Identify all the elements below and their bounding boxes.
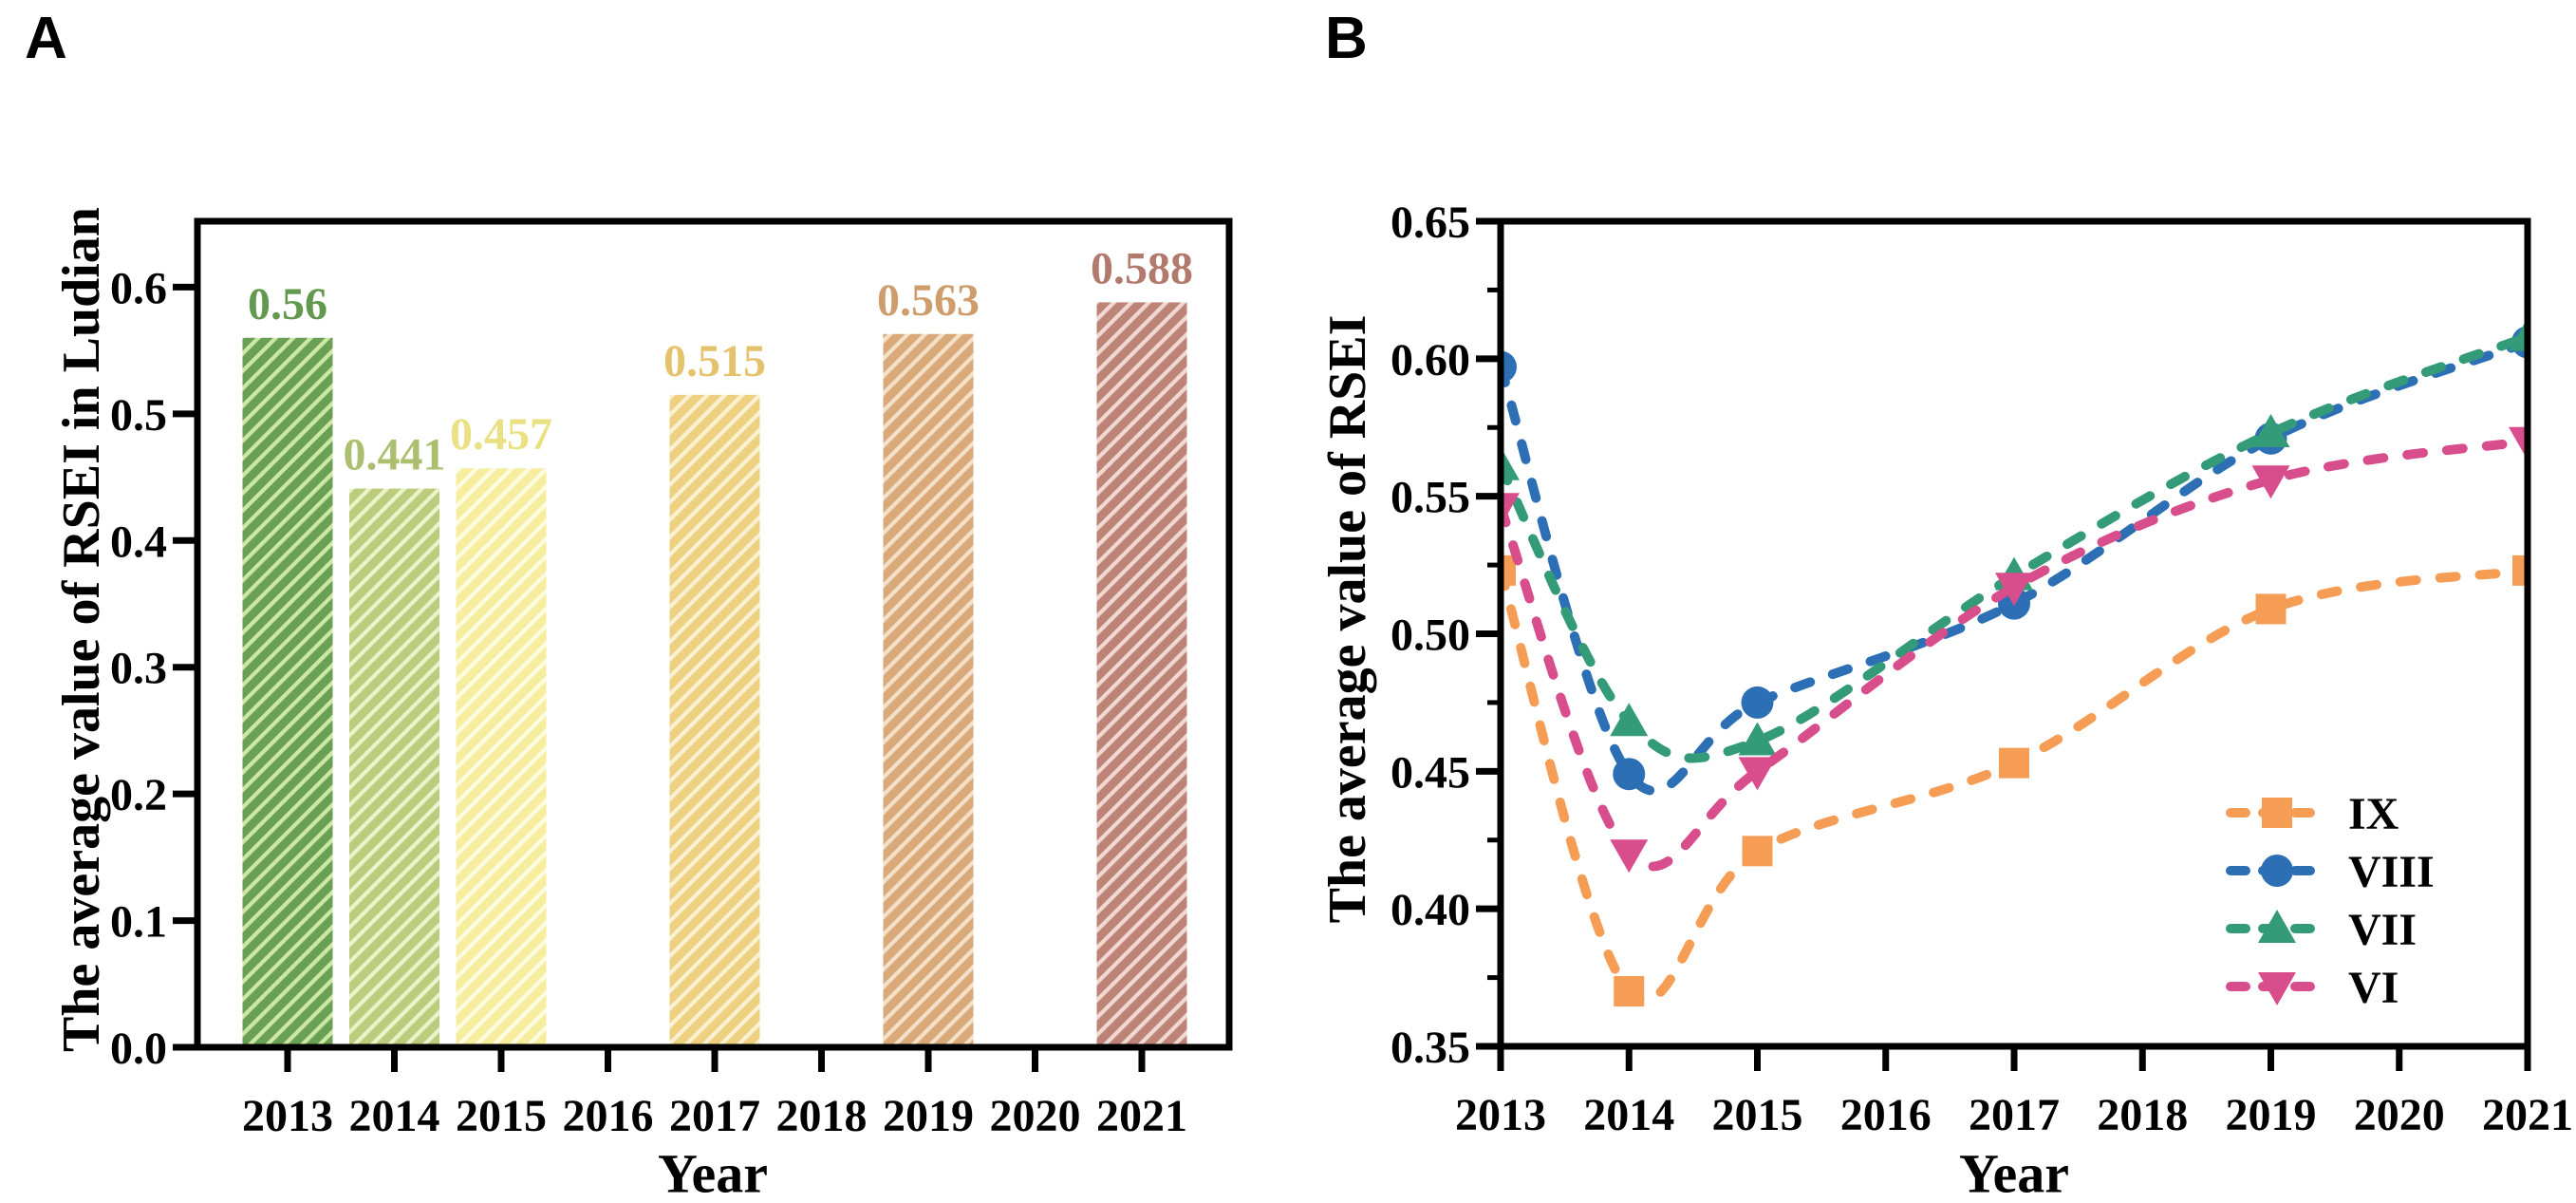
legend-marker-VIII	[2261, 855, 2293, 887]
x-tick-label-a: 2017	[669, 1091, 760, 1141]
marker-IX-2021	[2512, 555, 2528, 586]
marker-VIII-2013	[1501, 350, 1517, 384]
marker-VI-2013	[1501, 493, 1520, 527]
panel-a-y-axis-title: The average value of RSEI in Ludian	[52, 207, 111, 1052]
bar-value-label-2013: 0.56	[248, 279, 327, 329]
y-tick-label-a: 0.5	[110, 390, 167, 441]
marker-VII-2013	[1501, 446, 1520, 480]
series-line-VIII	[1501, 337, 2528, 796]
y-tick-label-a: 0.6	[110, 263, 167, 313]
bar-value-label-2019: 0.563	[877, 275, 980, 326]
y-tick-label-b: 0.60	[1391, 335, 1470, 385]
x-tick-label-b: 2020	[2354, 1090, 2445, 1140]
marker-VI-2017	[1995, 573, 2033, 607]
marker-VII-2015	[1738, 722, 1777, 756]
x-tick-label-a: 2019	[883, 1091, 974, 1141]
bar-value-label-2021: 0.588	[1091, 243, 1193, 293]
bar-2014	[349, 488, 439, 1047]
marker-VI-2021	[2509, 426, 2528, 461]
y-tick-label-b: 0.45	[1391, 747, 1470, 798]
legend: IX VIII VII VI	[2226, 789, 2435, 1013]
x-tick-label-a: 2014	[349, 1091, 440, 1141]
y-tick-label-b: 0.40	[1391, 885, 1470, 935]
panel-a-letter: A	[25, 6, 67, 71]
panel-b-x-axis-title: Year	[1959, 1142, 2069, 1203]
bar-2015	[456, 468, 547, 1048]
legend-marker-IX	[2262, 798, 2292, 828]
x-tick-label-b: 2015	[1712, 1090, 1803, 1140]
y-tick-label-b: 0.65	[1391, 197, 1470, 248]
series-line-VI	[1501, 436, 2528, 872]
x-tick-label-b: 2016	[1840, 1090, 1932, 1140]
y-tick-label-b: 0.55	[1391, 473, 1470, 523]
marker-IX-2017	[1999, 747, 2029, 779]
marker-IX-2019	[2255, 593, 2287, 625]
panel-b-letter: B	[1325, 6, 1368, 71]
x-tick-label-b: 2021	[2482, 1090, 2573, 1140]
marker-IX-2013	[1501, 555, 1516, 586]
bar-value-label-2014: 0.441	[344, 430, 446, 480]
x-tick-label-a: 2015	[456, 1091, 547, 1141]
x-tick-label-a: 2021	[1096, 1091, 1187, 1141]
x-tick-label-a: 2016	[563, 1091, 654, 1141]
legend-marker-VI	[2258, 972, 2296, 1006]
marker-IX-2015	[1742, 836, 1773, 867]
bar-2013	[242, 337, 333, 1047]
legend-label-IX: IX	[2348, 789, 2399, 839]
marker-VI-2014	[1610, 839, 1649, 874]
x-tick-label-a: 2020	[990, 1091, 1081, 1141]
x-tick-label-a: 2013	[242, 1091, 333, 1141]
x-tick-label-b: 2017	[1969, 1090, 2060, 1140]
bar-2019	[883, 333, 974, 1047]
y-tick-label-a: 0.3	[110, 644, 167, 694]
y-tick-label-a: 0.4	[110, 517, 167, 567]
x-tick-label-b: 2018	[2097, 1090, 2188, 1140]
marker-VIII-2014	[1613, 758, 1646, 791]
y-tick-label-a: 0.0	[110, 1024, 167, 1074]
legend-label-VI: VI	[2348, 963, 2399, 1013]
y-tick-label-b: 0.35	[1391, 1023, 1470, 1073]
x-tick-label-b: 2013	[1455, 1090, 1546, 1140]
marker-VI-2015	[1738, 757, 1777, 791]
x-tick-label-b: 2014	[1583, 1090, 1674, 1140]
series-line-VII	[1501, 331, 2528, 763]
x-tick-label-b: 2019	[2226, 1090, 2317, 1140]
marker-VII-2019	[2251, 414, 2290, 448]
legend-label-VIII: VIII	[2348, 847, 2435, 897]
bar-value-label-2015: 0.457	[450, 409, 552, 460]
y-tick-label-b: 0.50	[1391, 611, 1470, 661]
marker-VIII-2015	[1741, 686, 1774, 719]
panel-b-y-axis-title: The average value of RSEI	[1318, 314, 1377, 924]
marker-IX-2014	[1614, 976, 1645, 1007]
marker-VII-2021	[2509, 317, 2528, 351]
marker-VII-2014	[1610, 703, 1649, 737]
y-tick-label-a: 0.2	[110, 770, 167, 820]
legend-marker-VII	[2258, 910, 2296, 943]
series-group	[1501, 317, 2528, 1007]
legend-label-VII: VII	[2348, 905, 2417, 955]
x-tick-label-a: 2018	[776, 1091, 868, 1141]
bar-value-label-2017: 0.515	[663, 336, 766, 386]
panel-a-x-axis-title: Year	[658, 1142, 768, 1203]
bar-2017	[669, 394, 760, 1047]
bar-2021	[1096, 302, 1187, 1047]
marker-VI-2019	[2251, 465, 2290, 499]
y-tick-label-a: 0.1	[110, 897, 167, 948]
